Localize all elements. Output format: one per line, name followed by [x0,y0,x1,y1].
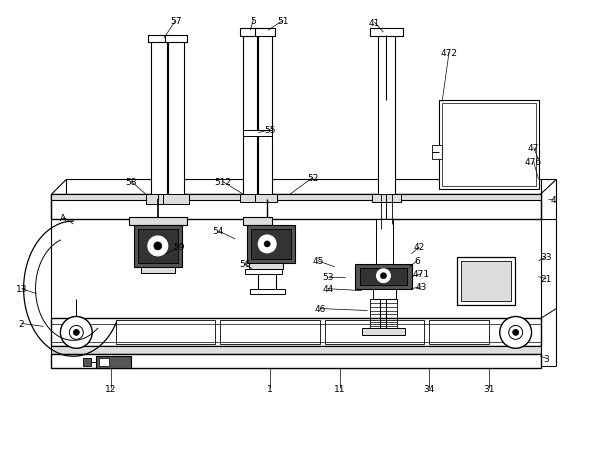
Text: 47: 47 [528,144,539,153]
Circle shape [500,317,532,349]
Text: 43: 43 [415,282,427,292]
Circle shape [73,330,79,336]
Text: 59: 59 [173,243,185,252]
Text: 3: 3 [543,354,549,363]
Circle shape [264,241,270,247]
Text: 1: 1 [267,384,273,393]
Bar [251,230,291,259]
Bar [369,29,404,37]
Circle shape [258,236,276,253]
Bar [146,195,172,205]
Circle shape [60,317,92,349]
Text: 51: 51 [277,17,289,26]
Bar [51,195,540,219]
Bar [429,321,489,344]
Bar [96,357,131,369]
Bar [221,321,320,344]
Bar [83,358,91,366]
Bar [51,195,540,201]
Text: 45: 45 [312,257,323,266]
Text: 476: 476 [525,157,542,167]
Bar [355,264,412,289]
Bar [457,257,514,305]
Text: 31: 31 [483,384,494,393]
Bar [51,347,540,355]
Bar [378,36,395,200]
Circle shape [509,326,523,340]
Bar [250,263,283,269]
Text: 512: 512 [214,177,231,187]
Circle shape [154,243,162,250]
Text: 53: 53 [322,273,333,282]
Bar [134,225,182,267]
Text: 58: 58 [125,177,137,187]
Text: 56: 56 [240,260,251,269]
Text: 21: 21 [541,275,552,284]
Circle shape [70,326,83,340]
Text: 6: 6 [414,257,420,266]
Bar [245,269,282,274]
Bar [325,321,424,344]
Text: 4: 4 [550,195,556,204]
Bar [255,195,277,203]
Text: 471: 471 [412,269,430,279]
Text: 33: 33 [541,253,552,262]
Circle shape [376,269,391,283]
Bar [240,29,260,37]
Text: 12: 12 [106,384,117,393]
Bar [442,104,536,187]
Bar [151,41,167,200]
Text: 34: 34 [424,384,435,393]
Bar [129,218,186,225]
Bar [51,355,540,369]
Text: 472: 472 [441,49,458,57]
Text: 57: 57 [170,17,182,26]
Bar [116,321,215,344]
Circle shape [381,273,386,279]
Bar [250,289,285,294]
Bar [163,195,189,205]
Bar [258,36,272,200]
Bar [138,230,178,263]
Bar [243,36,257,200]
Text: 55: 55 [264,126,276,135]
Bar [240,195,262,203]
Bar [369,299,398,329]
Text: 5: 5 [250,17,256,26]
Text: 44: 44 [322,285,333,294]
Bar [432,145,442,160]
Text: 54: 54 [213,227,224,236]
Bar [375,219,394,299]
Bar [461,261,511,301]
Bar [99,358,109,366]
Text: 42: 42 [414,243,425,252]
Bar [51,319,540,347]
Bar [439,100,539,190]
Bar [148,36,170,43]
Bar [243,218,272,225]
Text: 41: 41 [369,19,380,28]
Text: 11: 11 [334,384,346,393]
Bar [243,130,272,136]
Bar [360,268,407,285]
Text: 52: 52 [307,174,319,182]
Circle shape [513,330,519,336]
Bar [372,289,396,299]
Bar [141,267,175,273]
Bar [372,195,401,203]
Text: 13: 13 [16,285,27,294]
Bar [247,225,295,263]
Text: 2: 2 [19,319,24,328]
Bar [165,36,186,43]
Text: A: A [60,213,67,222]
Bar [362,329,405,336]
Bar [168,41,183,200]
Text: 46: 46 [314,304,326,313]
Circle shape [148,237,168,257]
Bar [255,29,275,37]
